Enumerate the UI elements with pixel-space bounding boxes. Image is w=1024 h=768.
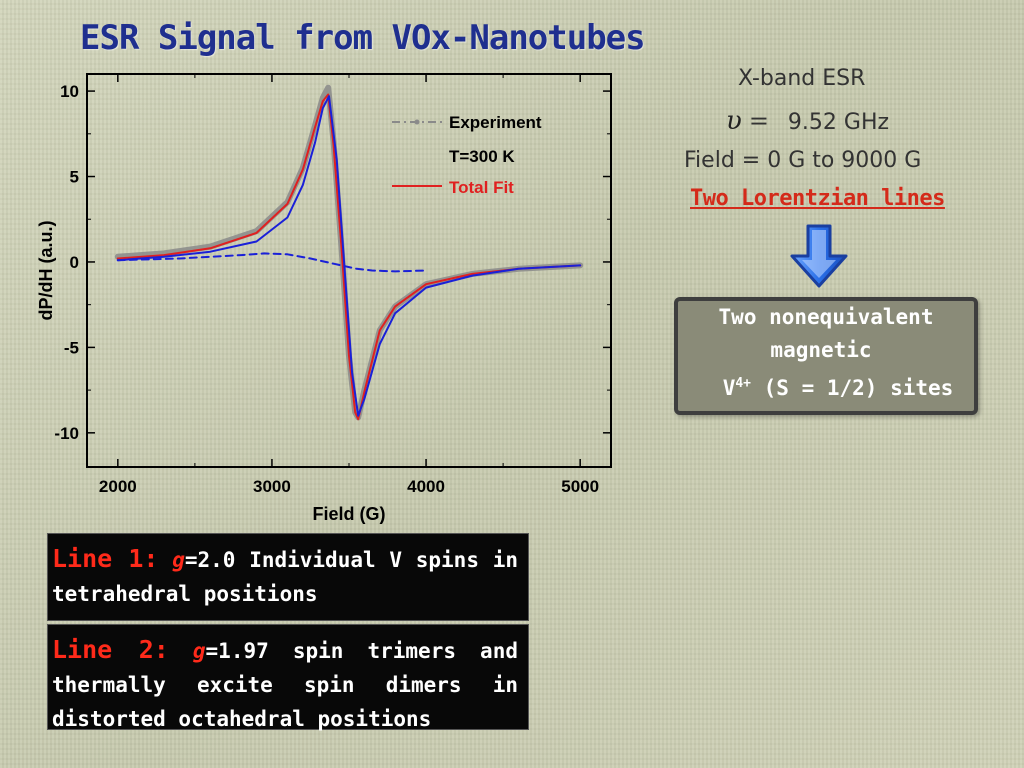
- series-total-fit: [116, 93, 582, 421]
- conclusion-line1: Two nonequivalent: [718, 305, 934, 329]
- line2-text: =1.97 spin trimers and thermally excite …: [52, 639, 518, 731]
- down-arrow-icon: [790, 224, 848, 288]
- line1-g: g: [172, 548, 185, 572]
- conclusion-line2: magnetic: [770, 338, 872, 362]
- y-tick-label: 5: [70, 168, 79, 187]
- y-tick-label: -5: [64, 338, 79, 357]
- oxidation-superscript: 4+: [735, 376, 751, 391]
- vanadium-symbol: V: [722, 376, 736, 400]
- line2-g: g: [192, 639, 206, 663]
- conclusion-line3: V4+ (S = 1/2) sites: [702, 367, 974, 405]
- y-tick-label: 0: [70, 253, 79, 272]
- field-range: Field = 0 G to 9000 G: [684, 148, 922, 173]
- frequency-line: υ = 9.52 GHz: [726, 106, 889, 136]
- legend-experiment: Experiment: [449, 113, 542, 132]
- page-title: ESR Signal from VOx-Nanotubes: [80, 18, 646, 58]
- chart-legend: Experiment T=300 K Total Fit: [392, 113, 542, 197]
- nu-symbol: υ: [726, 106, 742, 136]
- y-axis-label: dP/dH (a.u.): [36, 221, 56, 321]
- legend-temperature: T=300 K: [449, 147, 515, 166]
- spin-sites-text: (S = 1/2) sites: [751, 376, 954, 400]
- conclusion-box: Two nonequivalent magnetic V4+ (S = 1/2)…: [674, 297, 978, 415]
- series-line2: [116, 95, 582, 417]
- x-tick-label: 5000: [561, 477, 599, 496]
- line1-heading: Line 1:: [52, 544, 159, 573]
- x-tick-label: 2000: [99, 477, 137, 496]
- y-tick-label: -10: [54, 424, 79, 443]
- x-tick-label: 3000: [253, 477, 291, 496]
- y-tick-label: 10: [60, 82, 79, 101]
- line1-text: =2.0 Individual V spins in tetrahedral p…: [52, 548, 518, 606]
- two-lorentzian-label: Two Lorentzian lines: [690, 186, 945, 211]
- frequency-value: 9.52 GHz: [787, 110, 890, 135]
- series-line1: [116, 252, 428, 273]
- esr-band-label: X-band ESR: [738, 66, 866, 91]
- line2-box: Line 2: g=1.97 spin trimers and thermall…: [47, 624, 529, 731]
- legend-total-fit: Total Fit: [449, 178, 514, 197]
- line1-box: Line 1: g=2.0 Individual V spins in tetr…: [47, 533, 529, 621]
- nu-equals: =: [748, 107, 769, 135]
- x-tick-label: 4000: [407, 477, 445, 496]
- x-axis-label: Field (G): [313, 504, 386, 524]
- line2-heading: Line 2:: [52, 635, 169, 664]
